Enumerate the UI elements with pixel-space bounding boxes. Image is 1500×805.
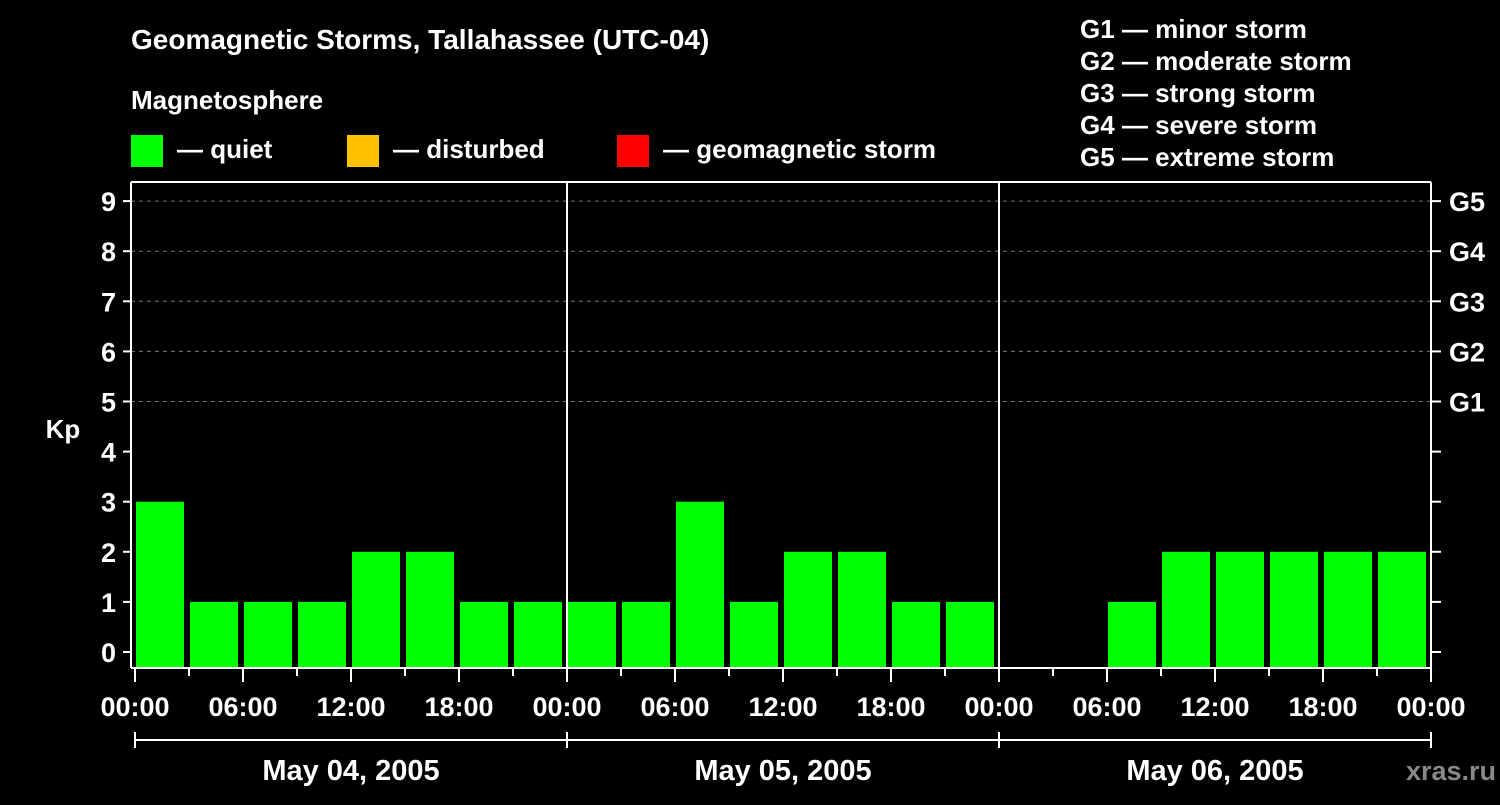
y-tick-label-9: 9	[101, 187, 116, 217]
y-tick-label-0: 0	[101, 638, 116, 668]
right-tick-label-g5: G5	[1449, 187, 1485, 217]
x-tick-label-3: 18:00	[424, 692, 493, 722]
x-tick-label-12: 00:00	[1396, 692, 1465, 722]
grid-lines	[131, 200, 1431, 402]
y-tick-labels: 0 1 2 3 4 5 6 7 8 9	[101, 187, 116, 668]
y-tick-label-4: 4	[101, 438, 116, 468]
legend-swatch-storm	[617, 135, 649, 167]
g-scale-tick-labels: G1 G2 G3 G4 G5	[1449, 187, 1485, 417]
legend-label-quiet: — quiet	[177, 134, 273, 164]
right-tick-label-g1: G1	[1449, 388, 1485, 418]
bar-8	[568, 601, 616, 668]
legend-swatch-disturbed	[347, 135, 379, 167]
legend-label-disturbed: — disturbed	[393, 134, 545, 164]
x-tick-label-6: 12:00	[748, 692, 817, 722]
chart-title: Geomagnetic Storms, Tallahassee (UTC-04)	[131, 24, 709, 55]
day-label-1: May 05, 2005	[694, 755, 871, 787]
bar-9	[622, 601, 670, 668]
legend-swatch-quiet	[131, 135, 163, 167]
chart-subtitle: Magnetosphere	[131, 85, 323, 115]
y-tick-label-6: 6	[101, 337, 116, 367]
bar-10	[676, 501, 724, 668]
storm-scale-legend: G1 — minor storm G2 — moderate storm G3 …	[1080, 14, 1352, 172]
bars	[136, 501, 1426, 668]
legend-label-storm: — geomagnetic storm	[663, 134, 936, 164]
y-tick-label-2: 2	[101, 538, 116, 568]
watermark: xras.ru	[1406, 756, 1496, 786]
scale-g5: G5 — extreme storm	[1080, 142, 1334, 172]
x-tick-labels: 00:00 06:00 12:00 18:00 00:00 06:00 12:00 18:00…	[100, 692, 1465, 722]
x-tick-label-1: 06:00	[208, 692, 277, 722]
x-tick-label-2: 12:00	[316, 692, 385, 722]
day-labels: May 04, 2005 May 05, 2005 May 06, 2005	[262, 755, 1303, 787]
bar-5	[406, 551, 454, 668]
x-tick-label-11: 18:00	[1288, 692, 1357, 722]
x-tick-label-8: 00:00	[964, 692, 1033, 722]
y-tick-label-1: 1	[101, 588, 116, 618]
bar-0	[136, 501, 184, 668]
right-tick-label-g2: G2	[1449, 337, 1485, 367]
bar-22	[1324, 551, 1372, 668]
bar-7	[514, 601, 562, 668]
right-tick-label-g4: G4	[1449, 237, 1485, 267]
x-tick-label-7: 18:00	[856, 692, 925, 722]
x-tick-label-5: 06:00	[640, 692, 709, 722]
x-tick-label-4: 00:00	[532, 692, 601, 722]
bar-6	[460, 601, 508, 668]
bar-2	[244, 601, 292, 668]
bar-1	[190, 601, 238, 668]
bar-18	[1108, 601, 1156, 668]
day-label-2: May 06, 2005	[1126, 755, 1303, 787]
bar-11	[730, 601, 778, 668]
bar-15	[946, 601, 994, 668]
x-tick-label-9: 06:00	[1072, 692, 1141, 722]
color-legend: — quiet — disturbed — geomagnetic storm	[131, 134, 936, 167]
bar-12	[784, 551, 832, 668]
bar-3	[298, 601, 346, 668]
axes	[123, 181, 1441, 748]
y-axis-label: Kp	[46, 414, 81, 444]
y-tick-label-5: 5	[101, 388, 116, 418]
scale-g4: G4 — severe storm	[1080, 110, 1317, 140]
bar-20	[1216, 551, 1264, 668]
right-tick-label-g3: G3	[1449, 287, 1485, 317]
scale-g3: G3 — strong storm	[1080, 78, 1315, 108]
y-tick-label-7: 7	[101, 287, 116, 317]
y-tick-label-8: 8	[101, 237, 116, 267]
x-tick-label-0: 00:00	[100, 692, 169, 722]
bar-14	[892, 601, 940, 668]
bar-4	[352, 551, 400, 668]
bar-23	[1378, 551, 1426, 668]
bar-21	[1270, 551, 1318, 668]
day-label-0: May 04, 2005	[262, 755, 439, 787]
scale-g2: G2 — moderate storm	[1080, 46, 1352, 76]
y-tick-label-3: 3	[101, 488, 116, 518]
scale-g1: G1 — minor storm	[1080, 14, 1307, 44]
x-tick-label-10: 12:00	[1180, 692, 1249, 722]
bar-13	[838, 551, 886, 668]
bar-19	[1162, 551, 1210, 668]
